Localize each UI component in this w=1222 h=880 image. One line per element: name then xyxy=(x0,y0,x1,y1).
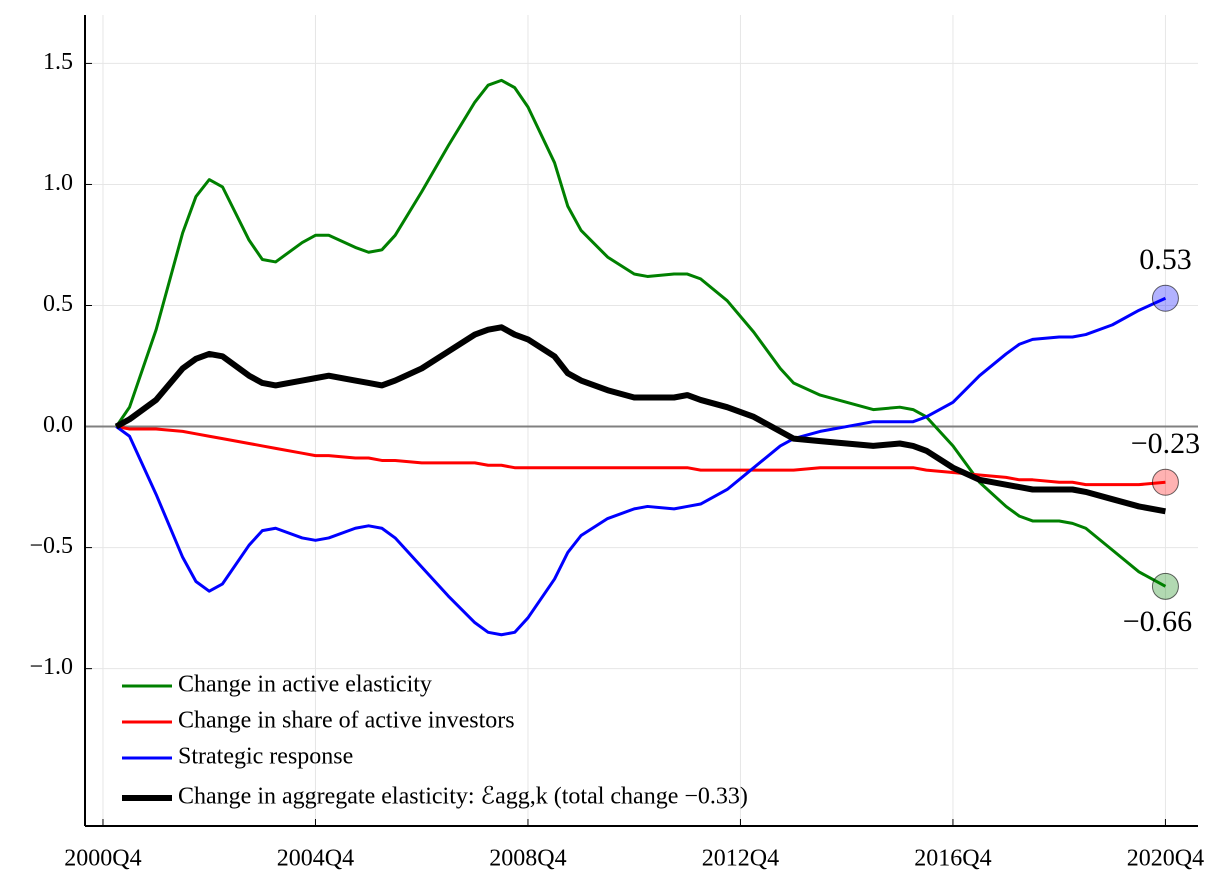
end-label: −0.23 xyxy=(1131,427,1200,460)
x-tick-label: 2008Q4 xyxy=(489,846,566,872)
y-tick-label: −1.0 xyxy=(29,654,73,680)
end-marker xyxy=(1151,572,1179,600)
legend-label: Change in aggregate elasticity: ℰagg,k (… xyxy=(178,784,748,810)
legend-label: Change in share of active investors xyxy=(178,708,515,734)
end-label: −0.66 xyxy=(1123,605,1192,638)
x-tick-label: 2020Q4 xyxy=(1127,846,1204,872)
end-marker xyxy=(1151,284,1179,312)
end-marker xyxy=(1151,468,1179,496)
x-tick-label: 2016Q4 xyxy=(914,846,991,872)
y-tick-label: 0.5 xyxy=(43,291,73,317)
series-line xyxy=(115,425,1166,487)
y-tick-label: 0.0 xyxy=(43,412,73,438)
x-tick-label: 2000Q4 xyxy=(64,846,141,872)
series-line xyxy=(115,78,1167,588)
x-tick-label: 2012Q4 xyxy=(702,846,779,872)
series-line xyxy=(114,324,1166,515)
y-tick-label: −0.5 xyxy=(29,533,73,559)
y-tick-label: 1.0 xyxy=(43,170,73,196)
end-label: 0.53 xyxy=(1139,243,1192,276)
x-tick-label: 2004Q4 xyxy=(277,846,354,872)
legend-label: Change in active elasticity xyxy=(178,672,432,698)
y-tick-label: 1.5 xyxy=(43,49,73,75)
legend-label: Strategic response xyxy=(178,744,353,770)
series-line xyxy=(115,296,1167,637)
